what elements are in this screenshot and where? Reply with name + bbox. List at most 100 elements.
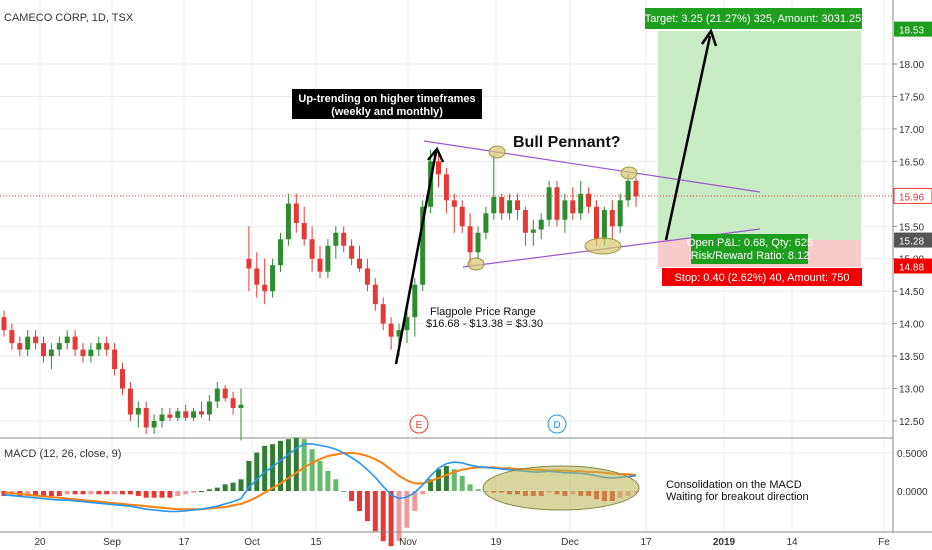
candle [420, 200, 426, 292]
candle-body [143, 408, 149, 428]
price-tag-label: 18.53 [899, 26, 924, 37]
time-tick-label: Nov [399, 537, 417, 548]
candle [262, 258, 268, 305]
highlight-ellipse [488, 145, 506, 159]
candle [285, 193, 291, 246]
macd-histogram-bar [372, 491, 378, 532]
flagpole-arrow-head [427, 146, 445, 163]
price-tag-label: 15.96 [899, 192, 924, 203]
candle [88, 343, 94, 363]
candle [546, 180, 552, 227]
candle [104, 336, 110, 357]
macd-title: MACD (12, 26, close, 9) [4, 448, 121, 460]
candle [309, 226, 315, 272]
candle-body [633, 180, 639, 197]
macd-histogram-bar [325, 470, 331, 491]
candle [364, 258, 370, 292]
candle [357, 245, 362, 272]
candle-body [183, 411, 189, 418]
candle [270, 258, 276, 298]
candle [254, 252, 260, 298]
candle [112, 343, 118, 376]
macd-histogram-bar [143, 491, 149, 498]
candle-body [317, 258, 323, 272]
candle [483, 206, 489, 240]
dividend-event-marker[interactable] [547, 414, 567, 434]
candle-body [586, 193, 592, 207]
flagpole-arrow-line [394, 151, 438, 365]
candle [222, 385, 228, 402]
candle [325, 239, 331, 279]
macd-histogram-bar [191, 491, 197, 493]
macd-histogram-bar [56, 491, 62, 497]
candle-body [412, 284, 418, 318]
macd-histogram-bar [396, 491, 402, 542]
candle-body [333, 232, 339, 246]
macd-histogram-bar [301, 439, 307, 491]
macd-histogram-bar [112, 491, 118, 495]
stop-label-box [662, 268, 862, 286]
pennant-label: Bull Pennant? [513, 134, 621, 151]
time-tick-label: Dec [561, 537, 579, 548]
price-tick-label: 12.50 [899, 417, 924, 428]
time-tick-label: 17 [178, 537, 190, 548]
macd-histogram-bar [246, 460, 252, 491]
highlight-ellipse [467, 257, 485, 271]
candle-body [41, 343, 46, 357]
candle [341, 226, 347, 253]
candle-body [475, 232, 481, 253]
macd-histogram-bar [443, 465, 449, 491]
macd-histogram-bar [309, 449, 315, 491]
candle-body [293, 203, 299, 224]
candle-body [515, 200, 520, 211]
candle-body [396, 330, 402, 337]
time-tick-label: 14 [786, 537, 798, 548]
candle [17, 336, 23, 357]
macd-histogram-bar [25, 491, 31, 497]
macd-histogram-bar [135, 491, 141, 497]
candle-body [436, 161, 441, 175]
candle [135, 401, 141, 428]
macd-histogram-bar [72, 491, 78, 495]
stop-label: Stop: 0.40 (2.62%) 40, Amount: 750 [675, 272, 850, 284]
candle-body [301, 223, 307, 240]
macd-histogram-bar [412, 491, 418, 512]
macd-histogram-bar [459, 475, 465, 491]
candle-body [222, 388, 228, 399]
candle [278, 232, 283, 272]
candle [538, 213, 544, 240]
candle-body [522, 210, 528, 233]
candle [349, 239, 355, 266]
macd-histogram-bar [151, 491, 157, 498]
price-tick-label: 13.50 [899, 352, 924, 363]
candle [167, 408, 173, 421]
highlight-ellipse [620, 166, 638, 180]
candle [388, 317, 394, 350]
candle-body [72, 336, 78, 350]
target-arrow-line [664, 35, 712, 241]
trend-note-line1: Up-trending on higher timeframes [298, 93, 475, 105]
price-tag-label: 15.28 [899, 237, 924, 248]
macd-histogram-bar [96, 491, 102, 495]
macd-tick-label: 0.5000 [897, 449, 928, 460]
pennant-upper-trendline [423, 140, 761, 193]
candle [554, 180, 560, 227]
candle-body [404, 317, 410, 331]
macd-histogram-bar [380, 491, 386, 542]
candle-body [309, 239, 315, 259]
macd-histogram-bar [293, 437, 299, 491]
earnings-event-marker[interactable] [409, 414, 429, 434]
candle-body [33, 336, 39, 344]
price-tag [894, 232, 932, 248]
candle [25, 330, 31, 357]
candle-body [325, 245, 331, 272]
candle-body [372, 284, 378, 305]
macd-histogram-bar [206, 489, 212, 491]
candle-body [538, 219, 544, 230]
earnings-event-label: E [416, 420, 423, 431]
macd-histogram-bar [1, 491, 7, 497]
candle-body [262, 284, 268, 292]
macd-histogram-bar [159, 491, 165, 498]
time-tick-label: Sep [103, 537, 121, 548]
